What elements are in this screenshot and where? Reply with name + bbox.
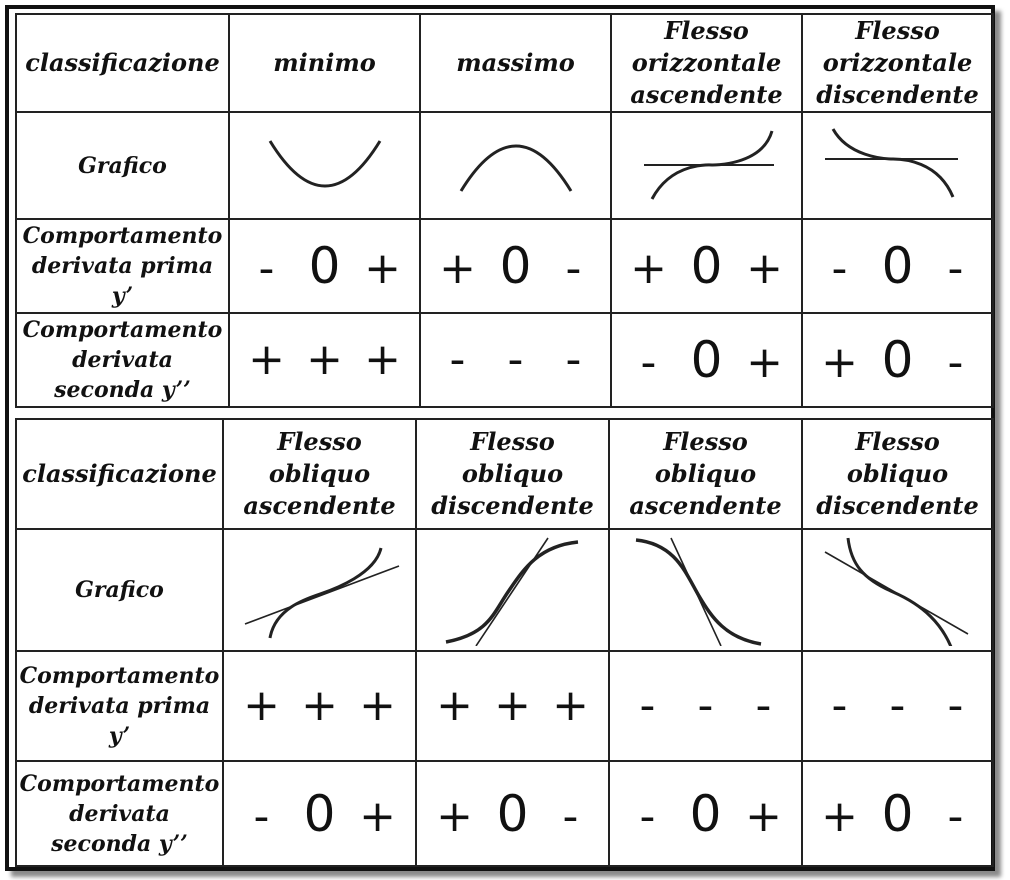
- sign-cell: ---: [801, 650, 994, 762]
- sign-cell: + + +: [415, 650, 610, 762]
- sign-cell: +0-: [419, 218, 612, 314]
- column-header: Flesso obliquo ascendente: [608, 418, 803, 530]
- graph-cell: [222, 528, 417, 652]
- horizontal-ascending-inflection-icon: [643, 130, 774, 200]
- sign-cell: + + +: [228, 312, 421, 408]
- sign-cell: +0-: [801, 312, 994, 408]
- oblique-descending-inflection-icon: [824, 537, 968, 646]
- sign-cell: +0-: [415, 760, 610, 867]
- oblique-ascending-inflection-icon: [244, 547, 399, 639]
- sign-cell: +0-: [801, 760, 994, 867]
- column-header: massimo: [419, 13, 612, 113]
- classification-table-top: classificazione minimo massimo Flesso ori…: [15, 13, 994, 408]
- maximum-curve-icon: [459, 144, 572, 192]
- sign-cell: ---: [608, 650, 803, 762]
- graph-cell: [608, 528, 803, 652]
- graph-cell: [801, 111, 994, 220]
- graph-cell: [610, 111, 803, 220]
- oblique-descending-inflection-icon: [445, 537, 578, 646]
- column-header: Flesso orizzontale ascendente: [610, 13, 803, 113]
- sign-cell: -0 +: [222, 760, 417, 867]
- horizontal-descending-inflection-icon: [824, 127, 958, 198]
- minimum-curve-icon: [268, 139, 381, 187]
- sign-cell: -0 +: [608, 760, 803, 867]
- second-derivative-row-label: Comportamento derivata seconda y’’: [15, 312, 230, 408]
- column-header: Flesso orizzontale discendente: [801, 13, 994, 113]
- graph-cell: [419, 111, 612, 220]
- sign-cell: + + +: [222, 650, 417, 762]
- graph-cell: [801, 528, 994, 652]
- sign-cell: +0 +: [610, 218, 803, 314]
- first-derivative-row-label: Comportamento derivata prima y’: [15, 218, 230, 314]
- sign-cell: ---: [419, 312, 612, 408]
- second-derivative-row-label: Comportamento derivata seconda y’’: [15, 760, 224, 867]
- sign-cell: -0 +: [610, 312, 803, 408]
- classification-table-bottom: classificazione Flesso obliquo ascendente …: [15, 418, 994, 867]
- column-header: Flesso obliquo discendente: [415, 418, 610, 530]
- header-label: classificazione: [15, 13, 230, 113]
- graph-cell: [228, 111, 421, 220]
- graph-row-label: Grafico: [15, 528, 224, 652]
- column-header: Flesso obliquo discendente: [801, 418, 994, 530]
- sign-cell: -0-: [801, 218, 994, 314]
- header-label: classificazione: [15, 418, 224, 530]
- oblique-ascending-inflection-icon: [635, 537, 761, 646]
- sign-cell: -0 +: [228, 218, 421, 314]
- graph-cell: [415, 528, 610, 652]
- first-derivative-row-label: Comportamento derivata prima y’: [15, 650, 224, 762]
- column-header: minimo: [228, 13, 421, 113]
- column-header: Flesso obliquo ascendente: [222, 418, 417, 530]
- graph-row-label: Grafico: [15, 111, 230, 220]
